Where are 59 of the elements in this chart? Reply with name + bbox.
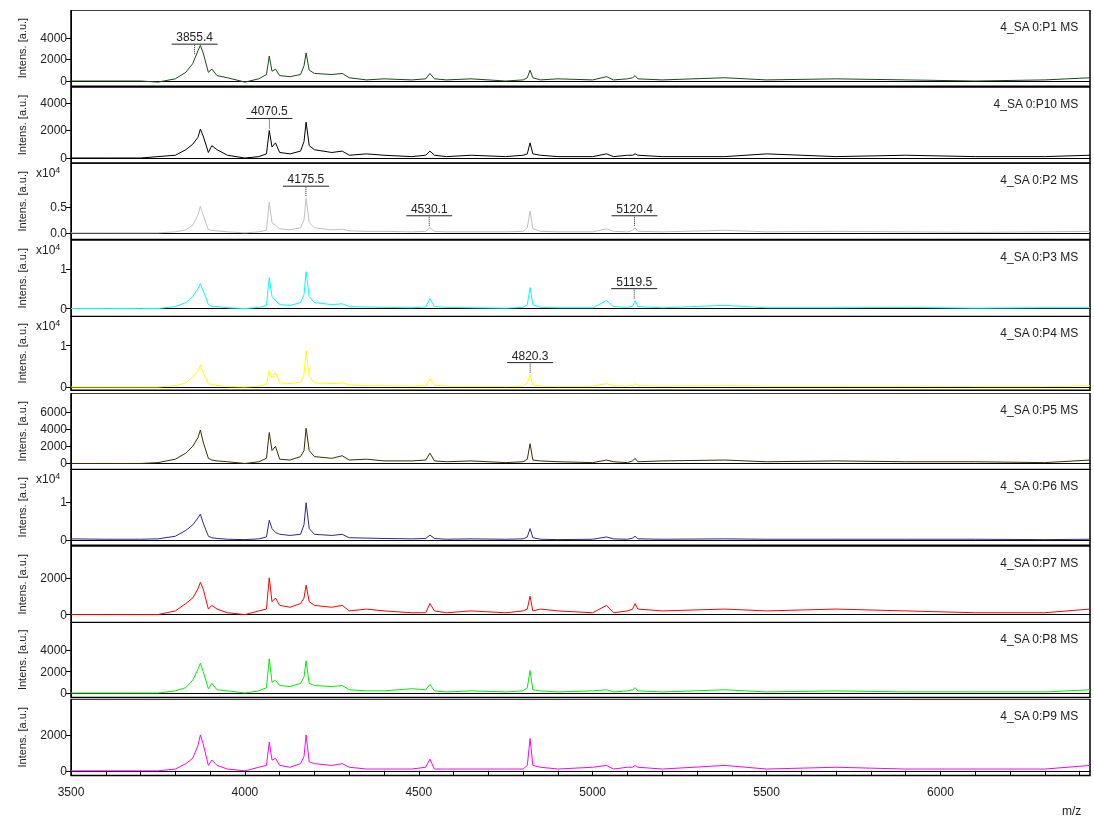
- y-tick-label: 0: [60, 301, 68, 316]
- annotation: 4175.5: [287, 172, 325, 187]
- text: 4_SA 0:P8 MS: [1000, 632, 1079, 646]
- y-tick-label: 4000: [40, 95, 68, 110]
- y-tick-label: 0: [60, 607, 68, 622]
- text: 4_SA 0:P9 MS: [1000, 708, 1079, 723]
- y-axis-title: Intens. [a.u.]: [15, 247, 28, 309]
- x-tick-label: 6000: [927, 784, 955, 798]
- text: 4_SA 0:P2 MS: [1000, 173, 1079, 187]
- annotation: 4070.5: [251, 103, 289, 118]
- x-tick-label: 3500: [57, 784, 85, 798]
- y-tick-label: 0: [60, 455, 68, 470]
- y-tick-label: 4000: [40, 421, 68, 436]
- y-tick-label: 1: [60, 261, 68, 276]
- y-tick-label: 4000: [40, 643, 68, 658]
- y-tick-label: 2000: [40, 52, 68, 67]
- x-tick-label: 5500: [753, 784, 781, 798]
- text: 4_SA 0:P4 MS: [1000, 326, 1079, 340]
- text: 4_SA 0:P6 MS: [1000, 479, 1079, 493]
- y-tick-label: 1: [60, 338, 68, 353]
- y-tick-label: 2000: [40, 438, 68, 453]
- y-tick-label: 2000: [40, 570, 68, 585]
- y-tick-label: 6000: [40, 404, 68, 419]
- annotation: 5120.4: [616, 201, 654, 216]
- text: 4_SA 0:P10 MS: [993, 96, 1079, 111]
- y-tick-label: 2000: [40, 122, 68, 137]
- y-axis-title: Intens. [a.u.]: [15, 94, 28, 155]
- text: 4_SA 0:P3 MS: [1000, 249, 1079, 264]
- text: 4_SA 0:P7 MS: [1000, 555, 1079, 570]
- y-axis-title: Intens. [a.u.]: [15, 17, 28, 79]
- y-tick-label: 2000: [40, 664, 68, 679]
- x-tick-label: 4000: [231, 784, 259, 798]
- annotation: 4820.3: [511, 348, 549, 363]
- y-axis-title: Intens. [a.u.]: [15, 706, 28, 768]
- y-tick-label: 0: [60, 380, 68, 394]
- y-tick-label: 0.0: [50, 225, 68, 240]
- y-tick-label: 0: [60, 763, 68, 778]
- y-tick-label: 1: [60, 495, 68, 510]
- x-axis-title: m/z: [1062, 803, 1082, 818]
- annotation: 5119.5: [616, 274, 653, 289]
- y-axis-title: Intens. [a.u.]: [15, 476, 28, 538]
- y-axis-title: Intens. [a.u.]: [15, 322, 28, 384]
- y-axis-title: Intens. [a.u.]: [15, 553, 28, 615]
- x-tick-label: 5000: [579, 784, 607, 798]
- text: 4_SA 0:P1 MS: [1000, 20, 1079, 34]
- annotation: 3855.4: [176, 30, 214, 45]
- text: 4_SA 0:P5 MS: [1000, 402, 1079, 417]
- y-tick-label: 0: [60, 533, 68, 547]
- y-tick-label: 0.5: [50, 200, 68, 215]
- y-tick-label: 0: [60, 74, 68, 88]
- y-tick-label: 0: [60, 686, 68, 700]
- x-tick-label: 4500: [405, 784, 433, 798]
- y-axis-title: Intens. [a.u.]: [15, 629, 28, 691]
- y-tick-label: 0: [60, 150, 68, 165]
- y-tick-label: 2000: [40, 727, 68, 742]
- annotation: 4530.1: [410, 201, 448, 216]
- y-axis-title: Intens. [a.u.]: [15, 170, 28, 232]
- y-axis-title: Intens. [a.u.]: [15, 400, 28, 462]
- y-tick-label: 4000: [40, 30, 68, 45]
